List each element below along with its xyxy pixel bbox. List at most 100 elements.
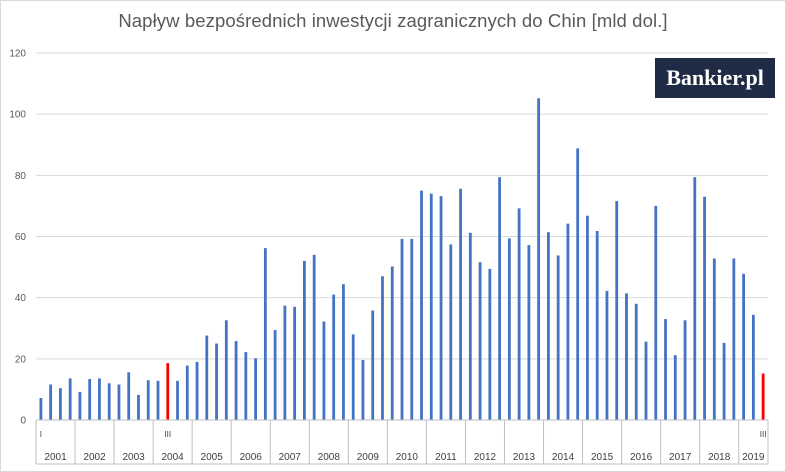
bar [303,260,306,420]
y-tick-label: 0 [20,416,26,427]
bar [263,248,267,420]
bar [400,238,404,420]
y-axis-ticks: 0 20 40 60 80 100 120 [9,49,26,427]
bar [88,379,92,420]
bar [410,238,414,420]
bar [205,335,209,420]
bar [429,193,433,420]
bar [605,290,609,420]
bar [742,273,745,420]
bar [468,232,472,420]
bar [459,188,462,420]
bar [683,320,687,420]
y-tick-label: 100 [9,110,26,121]
year-label: 2003 [122,452,145,463]
bar [361,360,365,420]
bar [634,303,638,420]
y-tick-label: 20 [15,354,27,365]
year-label: 2019 [742,452,765,463]
bar [586,215,589,420]
y-tick-label: 40 [15,293,27,304]
year-label: 2010 [396,452,419,463]
bar [137,394,140,420]
bar [566,223,570,420]
bar [322,321,326,420]
bar [283,305,287,420]
bar [712,258,716,420]
bar [488,268,492,420]
bar [547,232,550,420]
bar [156,380,160,420]
year-label: 2013 [513,452,536,463]
bar [664,319,667,420]
bar [673,355,677,420]
bar [312,254,316,420]
bar [751,314,755,420]
year-label: 2018 [708,452,731,463]
y-tick-label: 120 [9,49,26,60]
year-label: 2017 [669,452,692,463]
chart-title: Napływ bezpośrednich inwestycji zagranic… [118,10,668,31]
bar [49,384,53,420]
year-label: 2016 [630,452,653,463]
bar [195,361,199,420]
bar [215,343,218,420]
bar [654,205,658,420]
year-label: 2004 [162,452,185,463]
bar [244,352,248,420]
bar [371,310,375,420]
year-label: 2005 [201,452,224,463]
year-label: 2015 [591,452,614,463]
bar [146,380,150,420]
bar [39,397,43,420]
bars [39,98,765,421]
bar [439,196,443,420]
year-label: 2001 [44,452,67,463]
bar [185,365,189,420]
quarter-label: III [760,430,767,439]
y-tick-label: 60 [15,232,27,243]
bar [254,358,257,420]
bar [507,238,511,420]
bar [517,208,521,420]
bar [224,320,228,420]
bar [420,190,423,420]
bar [332,294,336,420]
bar [693,177,697,420]
bar [644,341,648,420]
bar [390,266,394,420]
year-label: 2014 [552,452,575,463]
bankier-logo: Bankier.pl [655,58,775,98]
bar [722,342,726,420]
year-label: 2006 [240,452,263,463]
bar [381,276,384,420]
bar [117,384,121,420]
bar [351,334,355,420]
bar [595,230,599,420]
bar [107,383,111,420]
bar [625,293,628,420]
quarter-label: III [164,430,171,439]
year-label: 2012 [474,452,497,463]
bar [273,330,277,420]
bar [527,245,531,420]
bar-highlighted [166,363,170,420]
bar [498,177,501,420]
bar [732,258,736,420]
bar [234,341,238,420]
bar [59,388,62,420]
bar [703,196,706,420]
bar [449,244,453,420]
year-label: 2011 [435,452,457,463]
bar [98,378,101,420]
bar [293,306,297,420]
bar [78,391,82,420]
year-label: 2009 [357,452,380,463]
bar [176,380,179,420]
bar [615,201,619,420]
bar [576,148,580,421]
bar [342,284,345,420]
year-label: 2007 [279,452,302,463]
y-tick-label: 80 [15,171,27,182]
